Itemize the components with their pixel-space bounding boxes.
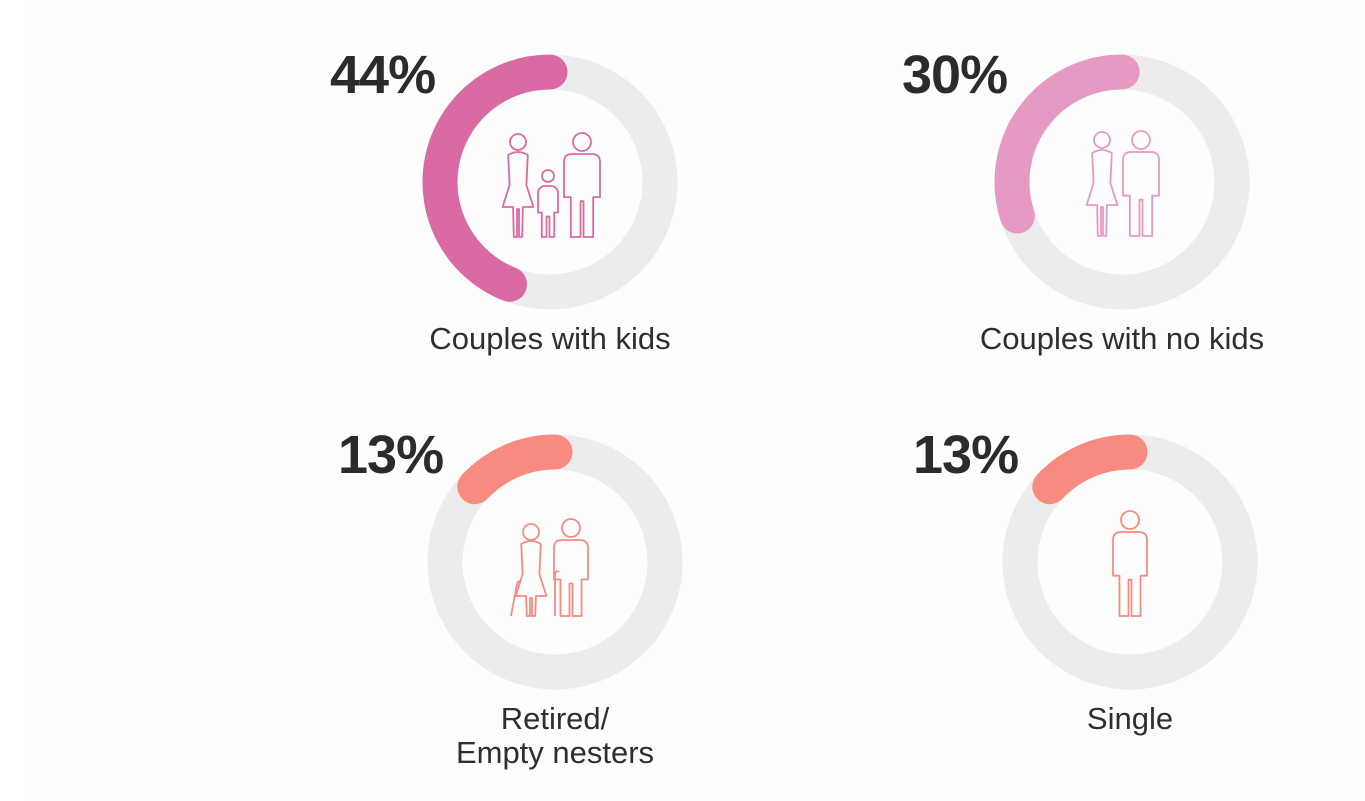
category-label: Couples with no kids (980, 322, 1264, 356)
donut-card-retired: 13% Retired/ Empty nesters (338, 428, 683, 770)
couple-icon (1085, 130, 1160, 237)
value-label: 30% (902, 45, 1008, 105)
donut-chart (427, 434, 683, 690)
donut-segment-single (1032, 434, 1148, 505)
category-label-line: Single (1086, 701, 1174, 736)
donut-card-couples-with-kids: 44% Couples with kids (330, 48, 678, 356)
category-label-line: Couples with kids (429, 321, 671, 356)
category-label-line: Retired/ (500, 701, 610, 736)
category-label: Single (1087, 702, 1173, 736)
donut-segment-couples-no-kids (994, 54, 1140, 234)
donut-segment-couples-with-kids (422, 54, 568, 302)
elderly-couple-icon (510, 518, 589, 617)
value-label: 13% (338, 425, 444, 485)
category-label: Retired/ Empty nesters (456, 702, 654, 770)
category-label-line: Couples with no kids (979, 321, 1265, 356)
donut-chart (422, 54, 678, 310)
category-label: Couples with kids (429, 322, 670, 356)
donut-chart (994, 54, 1250, 310)
value-label: 13% (913, 425, 1019, 485)
donut-card-single: 13% Single (913, 428, 1258, 736)
donut-segment-retired (457, 434, 573, 505)
family-icon (501, 132, 601, 238)
single-person-icon (1112, 510, 1148, 617)
value-label: 44% (330, 45, 436, 105)
donut-chart (1002, 434, 1258, 690)
category-label-line: Empty nesters (455, 735, 655, 770)
donut-card-couples-no-kids: 30% Couples with no kids (902, 48, 1264, 356)
